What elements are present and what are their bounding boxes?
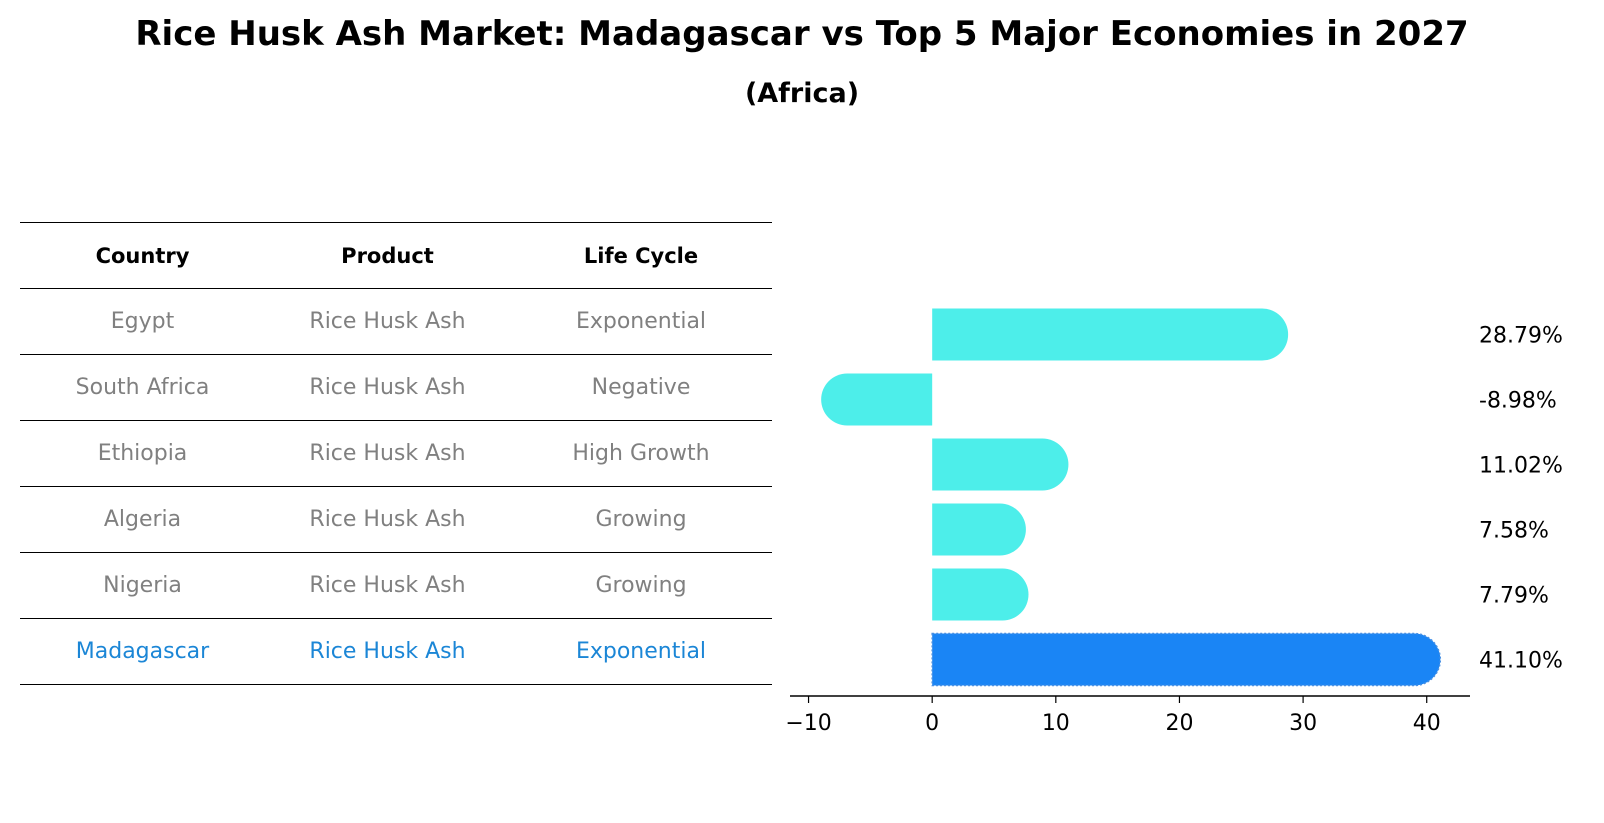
cell-country: Algeria bbox=[20, 486, 265, 553]
cell-country: South Africa bbox=[20, 354, 265, 421]
header-country: Country bbox=[20, 222, 265, 289]
bar bbox=[932, 568, 1029, 621]
bar-value-label: -8.98% bbox=[1479, 389, 1557, 414]
cell-country: Egypt bbox=[20, 288, 265, 355]
cell-country: Nigeria bbox=[20, 552, 265, 619]
cell-product: Rice Husk Ash bbox=[265, 618, 510, 685]
table-row: Algeria Rice Husk Ash Growing bbox=[20, 486, 772, 553]
cell-country: Madagascar bbox=[20, 618, 265, 685]
x-tick-label: 30 bbox=[1289, 711, 1317, 736]
header-product: Product bbox=[265, 222, 510, 289]
bar-value-label: 28.79% bbox=[1479, 324, 1563, 349]
cell-life-cycle: Exponential bbox=[510, 288, 772, 355]
bar-value-label: 7.58% bbox=[1479, 519, 1549, 544]
cell-life-cycle: Growing bbox=[510, 486, 772, 553]
bar bbox=[932, 503, 1026, 556]
x-tick-label: 20 bbox=[1165, 711, 1193, 736]
table-row: Egypt Rice Husk Ash Exponential bbox=[20, 288, 772, 355]
bar bbox=[932, 438, 1069, 491]
cell-life-cycle: Negative bbox=[510, 354, 772, 421]
table-row: Nigeria Rice Husk Ash Growing bbox=[20, 552, 772, 619]
cell-life-cycle: Growing bbox=[510, 552, 772, 619]
cell-country: Ethiopia bbox=[20, 420, 265, 487]
x-tick-label: 10 bbox=[1042, 711, 1070, 736]
table-row: South Africa Rice Husk Ash Negative bbox=[20, 354, 772, 421]
country-table: Country Product Life Cycle Egypt Rice Hu… bbox=[20, 222, 772, 685]
cell-life-cycle: High Growth bbox=[510, 420, 772, 487]
table-row-highlighted: Madagascar Rice Husk Ash Exponential bbox=[20, 618, 772, 685]
cell-product: Rice Husk Ash bbox=[265, 288, 510, 355]
bar-value-label: 41.10% bbox=[1479, 649, 1563, 674]
x-tick-label: −10 bbox=[785, 711, 831, 736]
cell-product: Rice Husk Ash bbox=[265, 420, 510, 487]
x-tick-label: 0 bbox=[925, 711, 939, 736]
x-tick-label: 40 bbox=[1413, 711, 1441, 736]
table-row: Ethiopia Rice Husk Ash High Growth bbox=[20, 420, 772, 487]
cell-product: Rice Husk Ash bbox=[265, 486, 510, 553]
bar-value-label: 11.02% bbox=[1479, 454, 1563, 479]
bar-highlighted bbox=[931, 632, 1442, 687]
table-header-row: Country Product Life Cycle bbox=[20, 222, 772, 289]
header-life-cycle: Life Cycle bbox=[510, 222, 772, 289]
cell-product: Rice Husk Ash bbox=[265, 354, 510, 421]
chart-subtitle: (Africa) bbox=[744, 78, 860, 109]
bar bbox=[821, 373, 933, 426]
bar-value-label: 7.79% bbox=[1479, 584, 1549, 609]
cell-product: Rice Husk Ash bbox=[265, 552, 510, 619]
chart-title: Rice Husk Ash Market: Madagascar vs Top … bbox=[135, 14, 1469, 54]
bar bbox=[932, 308, 1289, 361]
cell-life-cycle: Exponential bbox=[510, 618, 772, 685]
